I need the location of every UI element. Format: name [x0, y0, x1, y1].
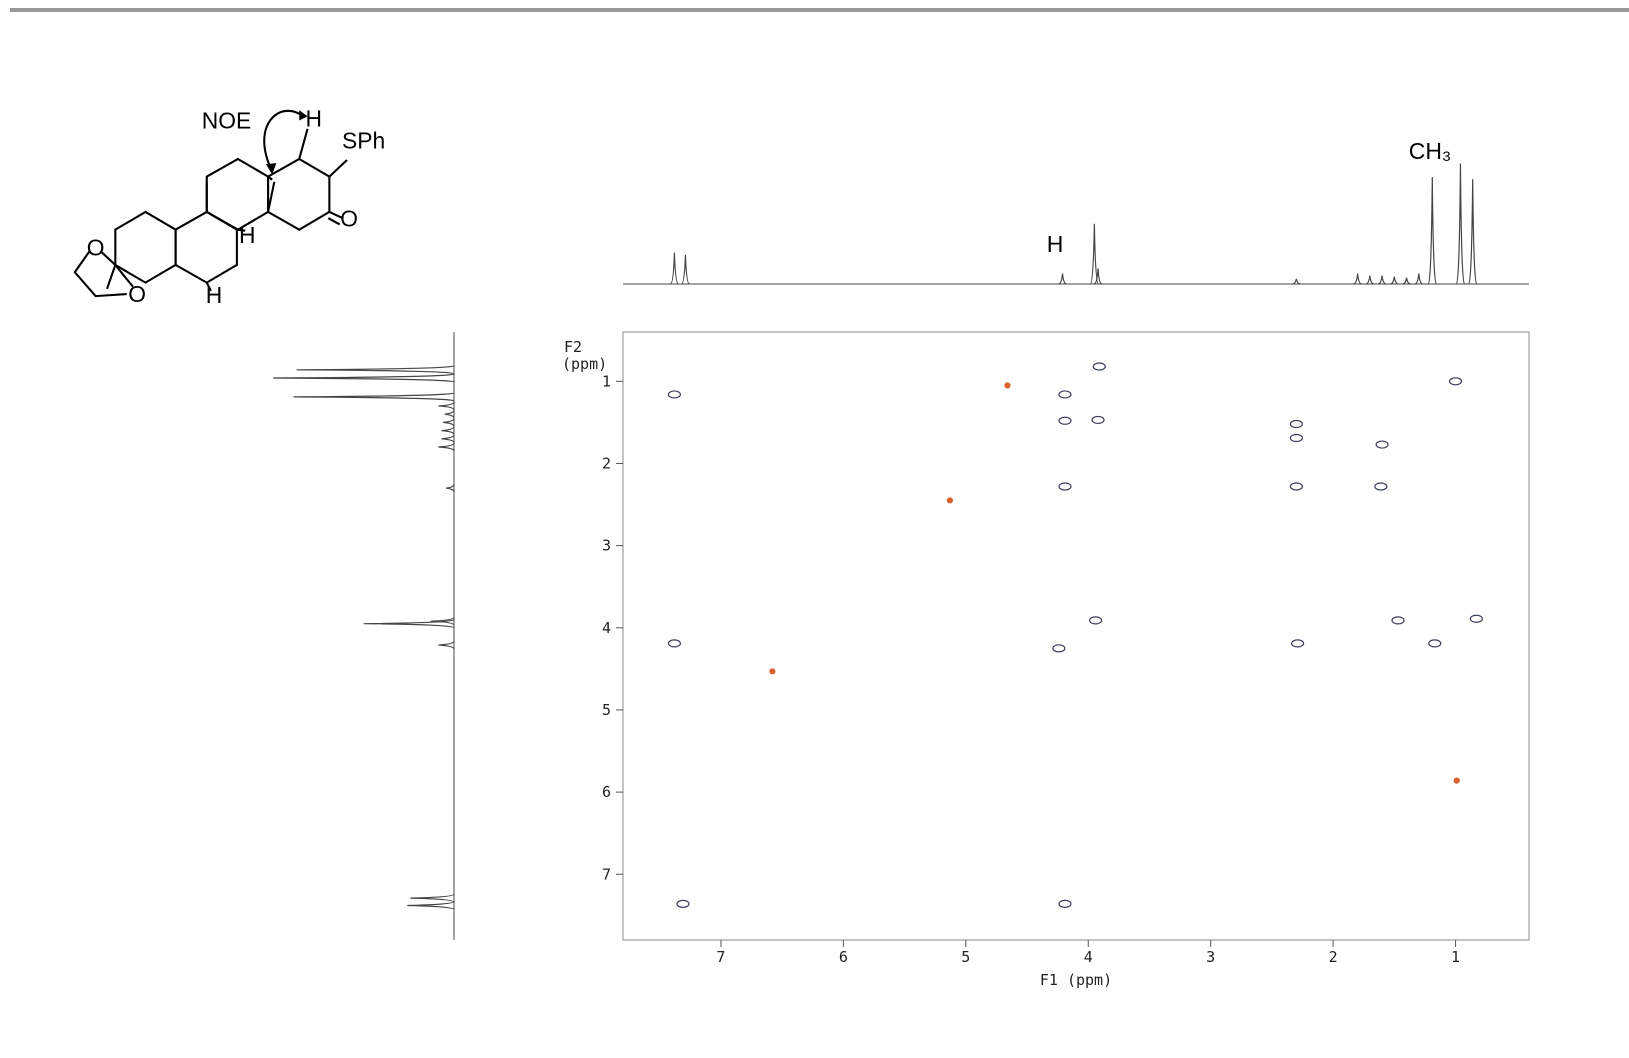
- bonds: [73, 128, 348, 298]
- annotation: CH₃: [1409, 138, 1452, 164]
- cross-peak: [1428, 639, 1442, 648]
- projection-peak: [670, 252, 679, 285]
- cross-peak: [946, 497, 953, 504]
- cross-peak: [1469, 614, 1483, 623]
- projection-peak: [1468, 179, 1478, 285]
- y-tick-label: 2: [602, 454, 611, 472]
- structure-label: O: [87, 234, 105, 260]
- y-axis-label: (ppm): [562, 355, 607, 373]
- projection-peak: [296, 365, 455, 375]
- cross-peak: [676, 899, 690, 908]
- structure-label: H: [206, 282, 223, 308]
- x-axis-label: F1 (ppm): [1040, 971, 1112, 989]
- cross-peak: [1448, 377, 1463, 386]
- cross-peak: [1091, 415, 1105, 425]
- cross-peak: [1058, 416, 1072, 425]
- projection-peak: [441, 434, 455, 443]
- structure-label: H: [306, 106, 323, 132]
- projection-peak: [1414, 273, 1423, 285]
- projection-peak: [681, 254, 690, 285]
- x-tick-label: 5: [961, 948, 970, 966]
- top-bar: [10, 8, 1629, 12]
- projection-peak: [438, 401, 455, 411]
- x-tick-label: 3: [1206, 948, 1215, 966]
- cross-peak: [769, 668, 776, 675]
- projection-peak: [410, 893, 455, 903]
- projection-peak: [443, 418, 455, 427]
- projection-peak: [438, 442, 455, 452]
- projection-peak: [1058, 273, 1067, 285]
- cross-peak: [1374, 482, 1388, 491]
- ring: [205, 157, 270, 231]
- projection-peak: [438, 640, 455, 650]
- cross-peak: [1289, 482, 1303, 491]
- structure: NOE H SPh O H H O O: [73, 106, 385, 308]
- projection-peak: [444, 410, 455, 419]
- structure-label: H: [239, 222, 256, 248]
- cross-peak: [1092, 362, 1106, 371]
- projection-peak: [446, 484, 455, 493]
- annotation: H: [1047, 231, 1064, 257]
- y-tick-label: 3: [602, 537, 611, 555]
- bonds: [236, 181, 276, 232]
- projection-peak: [407, 900, 455, 911]
- ring: [174, 210, 238, 284]
- ring: [114, 210, 177, 284]
- cross-peak: [1291, 639, 1305, 648]
- arrow-head: [265, 110, 308, 175]
- structure-label: SPh: [342, 127, 385, 153]
- ring: [267, 157, 331, 231]
- cross-peak: [667, 639, 682, 648]
- projection-peak: [1455, 163, 1466, 285]
- projection-peak: [293, 392, 455, 402]
- plot-frame: [622, 331, 1530, 941]
- projection-peak: [273, 373, 455, 383]
- projection-peak: [441, 426, 455, 435]
- noe-arrow: [263, 109, 305, 172]
- projection-peak: [363, 619, 455, 629]
- cross-peak: [1058, 390, 1072, 399]
- cross-peak: [1088, 616, 1103, 625]
- cross-peak: [1289, 419, 1303, 429]
- y-tick-label: 7: [602, 865, 611, 883]
- structure-label: NOE: [202, 108, 252, 134]
- structure-label: O: [128, 281, 146, 307]
- cross-peak: [1453, 777, 1460, 784]
- x-tick-label: 4: [1084, 948, 1093, 966]
- y-tick-label: 1: [602, 372, 611, 390]
- y-tick-label: 5: [602, 701, 611, 719]
- cross-peak: [1391, 616, 1405, 625]
- x-tick-label: 1: [1451, 948, 1460, 966]
- cross-peak: [1058, 899, 1072, 908]
- projection-peak: [1402, 277, 1411, 285]
- projection-peak: [1365, 275, 1374, 285]
- projection-peak: [1292, 278, 1301, 285]
- y-axis-label: F2: [564, 338, 582, 356]
- cross-peak: [1058, 482, 1072, 491]
- projection-peak: [1427, 176, 1437, 285]
- cross-peak: [1375, 440, 1389, 449]
- x-tick-label: 7: [716, 948, 725, 966]
- structure-label: O: [340, 205, 358, 231]
- projection-peak: [1093, 268, 1103, 285]
- cross-peak: [1289, 433, 1303, 443]
- projection-peak: [430, 616, 455, 626]
- projection-peak: [1353, 273, 1362, 285]
- x-tick-label: 2: [1329, 948, 1338, 966]
- cross-peak: [1004, 382, 1011, 389]
- x-tick-label: 6: [839, 948, 848, 966]
- cross-peak: [1052, 644, 1066, 653]
- y-tick-label: 4: [602, 619, 611, 637]
- y-tick-label: 6: [602, 783, 611, 801]
- cross-peak: [667, 390, 682, 399]
- projection-peak: [1377, 275, 1387, 285]
- projection-peak: [1390, 276, 1399, 285]
